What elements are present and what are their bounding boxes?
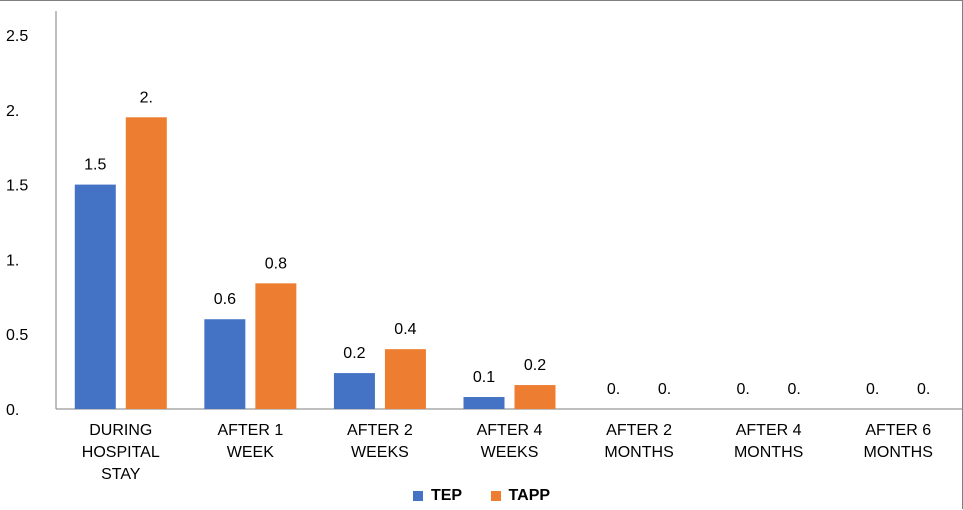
category-label: AFTER 1: [217, 422, 283, 439]
legend-swatch-tep: [412, 491, 423, 501]
chart-legend: TEP TAPP: [0, 487, 963, 506]
category-label: STAY: [101, 466, 141, 483]
y-tick-label: 1.5: [6, 178, 28, 195]
category-label: WEEKS: [351, 444, 409, 461]
data-label-tapp: 0.2: [524, 357, 546, 374]
bar-tapp: [514, 385, 556, 409]
bar-tep: [463, 397, 505, 409]
bar-tapp: [255, 283, 297, 409]
data-label-tapp: 0.: [917, 381, 930, 398]
bar-tep: [74, 184, 116, 409]
data-label-tapp: 0.: [658, 381, 671, 398]
data-label-tapp: 0.: [787, 381, 800, 398]
category-label: AFTER 2: [347, 422, 413, 439]
category-label: AFTER 6: [865, 422, 931, 439]
legend-item-tapp: TAPP: [490, 487, 551, 505]
legend-swatch-tapp: [490, 491, 501, 501]
data-label-tep: 1.5: [84, 157, 106, 174]
category-label: AFTER 4: [477, 422, 543, 439]
data-label-tep: 0.: [607, 381, 620, 398]
y-tick-label: 2.: [6, 103, 19, 120]
category-label: WEEK: [227, 444, 274, 461]
category-label: MONTHS: [864, 444, 933, 461]
category-label: DURING: [89, 422, 152, 439]
legend-label-tep: TEP: [430, 487, 463, 504]
legend-label-tapp: TAPP: [508, 487, 551, 504]
data-label-tapp: 0.4: [394, 321, 416, 338]
bar-tep: [333, 373, 375, 409]
bar-tapp: [384, 349, 426, 409]
data-label-tep: 0.2: [343, 345, 365, 362]
data-label-tep: 0.: [736, 381, 749, 398]
y-tick-label: 2.5: [6, 28, 28, 45]
data-label-tapp: 2.: [140, 89, 153, 106]
y-tick-label: 0.: [6, 402, 19, 419]
category-label: MONTHS: [734, 444, 803, 461]
data-label-tep: 0.1: [473, 369, 495, 386]
data-label-tep: 0.6: [214, 291, 236, 308]
category-label: HOSPITAL: [82, 444, 160, 461]
category-label: AFTER 2: [606, 422, 672, 439]
data-label-tapp: 0.8: [265, 255, 287, 272]
y-tick-label: 1.: [6, 252, 19, 269]
data-label-tep: 0.: [866, 381, 879, 398]
legend-item-tep: TEP: [412, 487, 463, 505]
category-label: WEEKS: [481, 444, 539, 461]
y-tick-label: 0.5: [6, 327, 28, 344]
bar-tep: [204, 319, 246, 409]
category-label: AFTER 4: [736, 422, 802, 439]
bar-tapp: [125, 117, 167, 409]
category-label: MONTHS: [604, 444, 673, 461]
